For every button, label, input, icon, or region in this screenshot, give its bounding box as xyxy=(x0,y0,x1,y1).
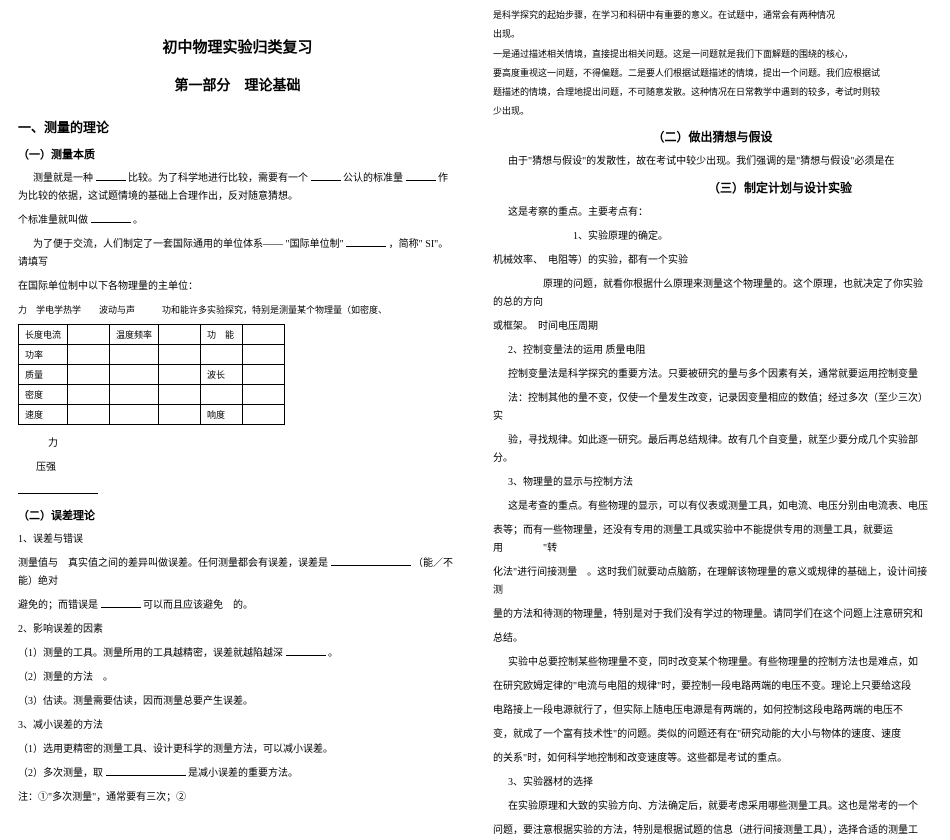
text: 测量值与 真实值之间的差异叫做误差。任何测量都会有误差，误差是 xyxy=(18,558,328,569)
cell: 温度频率 xyxy=(110,325,159,345)
text: "国际单位制" xyxy=(286,239,344,250)
cell xyxy=(159,325,201,345)
text: 个标准量就叫做 xyxy=(18,215,88,226)
para: 验，寻找规律。如此逐一研究。最后再总结规律。故有几个自变量，就至少要分成几个实验… xyxy=(493,432,932,468)
cell xyxy=(68,325,110,345)
para: 在实验原理和大致的实验方向、方法确定后，就要考虑采用哪些测量工具。这也是常考的一… xyxy=(493,798,932,816)
para: 变，就成了一个富有技术性"的问题。类似的问题还有在"研究动能的大小与物体的速度、… xyxy=(493,726,932,744)
para: 是科学探究的起始步骤，在学习和科研中有重要的意义。在试题中，通常会有两种情况 xyxy=(493,8,932,23)
para: 这是考察的重点。主要考点有： xyxy=(493,204,932,222)
para-standard: 个标准量就叫做 。 xyxy=(18,212,457,230)
cell: 功 能 xyxy=(201,325,243,345)
q3b: （2）多次测量，取 是减小误差的重要方法。 xyxy=(18,765,457,783)
cell: 长度电流 xyxy=(19,325,68,345)
text: 是减小误差的重要方法。 xyxy=(188,768,298,779)
text: 避免的；而错误是 xyxy=(18,600,98,611)
text: （2）多次测量，取 xyxy=(18,768,103,779)
para: 实验中总要控制某些物理量不变，同时改变某个物理量。有些物理量的控制方法也是难点，… xyxy=(493,654,932,672)
blank xyxy=(311,170,341,181)
blank xyxy=(18,483,98,494)
q3-heading: 3、减小误差的方法 xyxy=(18,717,457,735)
table-row: 质量 波长 xyxy=(19,365,285,385)
para: 电路接上一段电源就行了，但实际上随电压电源是有两端的，如何控制这段电路两端的电压… xyxy=(493,702,932,720)
blank xyxy=(406,170,436,181)
table-row: 密度 xyxy=(19,385,285,405)
blank xyxy=(106,765,186,776)
para: 问题，要注意根据实验的方法，特别是根据试题的信息（进行间接测量工具），选择合适的… xyxy=(493,822,932,840)
para: 或框架。 时间电压周期 xyxy=(493,318,932,336)
blank xyxy=(91,212,131,223)
right-column: 是科学探究的起始步骤，在学习和科研中有重要的意义。在试题中，通常会有两种情况 出… xyxy=(475,0,950,658)
text: 公认的标准量 xyxy=(343,173,403,184)
para: 总结。 xyxy=(493,630,932,648)
cell: 速度 xyxy=(19,405,68,425)
para: 一是通过描述相关情境，直接提出相关问题。这是一问题就是我们下面解题的围绕的核心， xyxy=(493,47,932,62)
main-title: 初中物理实验归类复习 xyxy=(18,36,457,57)
para: 由于"猜想与假设"的发散性，故在考试中较少出现。我们强调的是"猜想与假设"必须是… xyxy=(493,153,932,171)
text: 比较。为了科学地进行比较，需要有一个 xyxy=(128,173,308,184)
para: 1、实验原理的确定。 xyxy=(493,228,932,246)
para-error: 测量值与 真实值之间的差异叫做误差。任何测量都会有误差，误差是 （能／不能）绝对 xyxy=(18,555,457,591)
q3d: 注：①"多次测量"，通常要有三次；② xyxy=(18,789,457,807)
section-1-heading: 一、测量的理论 xyxy=(18,117,457,136)
para: 表等；而有一些物理量，还没有专用的测量工具或实验中不能提供专用的测量工具，就要运… xyxy=(493,522,932,558)
cell xyxy=(243,325,285,345)
para: 少出现。 xyxy=(493,104,932,119)
text: 测量就是一种 xyxy=(33,173,93,184)
para-measure-essence: 测量就是一种 比较。为了科学地进行比较，需要有一个 公认的标准量 作为比较的依据… xyxy=(18,170,457,206)
sub-title: 第一部分 理论基础 xyxy=(18,75,457,95)
blank xyxy=(96,170,126,181)
para: 机械效率、 电阻等）的实验，都有一个实验 xyxy=(493,252,932,270)
para: 3、实验器材的选择 xyxy=(493,774,932,792)
text: 力 xyxy=(48,435,457,453)
text: 可以而且应该避免 的。 xyxy=(143,600,253,611)
units-table: 长度电流 温度频率 功 能 功率 质量 波长 密度 速度 响度 xyxy=(18,324,285,425)
para: 这是考查的重点。有些物理的显示，可以有仪表或测量工具，如电流、电压分别由电流表、… xyxy=(493,498,932,516)
q2d: （3）估读。测量需要估读，因而测量总要产生误差。 xyxy=(18,693,457,711)
section-3-heading: （三）制定计划与设计实验 xyxy=(493,179,932,196)
para-error2: 避免的；而错误是 可以而且应该避免 的。 xyxy=(18,597,457,615)
table-row: 速度 响度 xyxy=(19,405,285,425)
text: 。 xyxy=(133,215,143,226)
text: 压强 xyxy=(36,459,457,477)
para: 法：控制其他的量不变，仅使一个量发生改变，记录因变量相应的数值；经过多次（至少三… xyxy=(493,390,932,426)
q1-heading: 1、误差与错误 xyxy=(18,531,457,549)
para: 控制变量法是科学探究的重要方法。只要被研究的量与多个因素有关，通常就要运用控制变… xyxy=(493,366,932,384)
para: 出现。 xyxy=(493,27,932,42)
q2-heading: 2、影响误差的因素 xyxy=(18,621,457,639)
para: 2、控制变量法的运用 质量电阻 xyxy=(493,342,932,360)
para: 量的方法和待测的物理量，特别是对于我们没有学过的物理量。请同学们在这个问题上注意… xyxy=(493,606,932,624)
table-row: 长度电流 温度频率 功 能 xyxy=(19,325,285,345)
q3a: （1）选用更精密的测量工具、设计更科学的测量方法，可以减小误差。 xyxy=(18,741,457,759)
cell: 质量 xyxy=(19,365,68,385)
para: 3、物理量的显示与控制方法 xyxy=(493,474,932,492)
section-1b-heading: （二）误差理论 xyxy=(18,507,457,523)
left-column: 初中物理实验归类复习 第一部分 理论基础 一、测量的理论 （一）测量本质 测量就… xyxy=(0,0,475,658)
q2c: （2）测量的方法 。 xyxy=(18,669,457,687)
cell: 响度 xyxy=(201,405,243,425)
q2a: （1）测量的工具。测量所用的工具越精密，误差就越陷越深 。 xyxy=(18,645,457,663)
para: 题描述的情境，合理地提出问题，不可随意发散。这种情况在日常教学中遇到的较多，考试… xyxy=(493,85,932,100)
text: 为了便于交流，人们制定了一套国际通用的单位体系—— xyxy=(33,239,283,250)
blank xyxy=(331,555,411,566)
blank xyxy=(101,597,141,608)
text xyxy=(18,483,457,501)
cell: 波长 xyxy=(201,365,243,385)
para: 要高度重视这一问题，不得偏题。二是要人们根据试题描述的情境，提出一个问题。我们应… xyxy=(493,66,932,81)
para-units-intro: 在国际单位制中以下各物理量的主单位： xyxy=(18,278,457,296)
table-row: 功率 xyxy=(19,345,285,365)
para-categories: 力 学电学热学 波动与声 功和能许多实验探究，特别是测量某个物理量（如密度、 xyxy=(18,302,457,318)
para: 的关系"时，如何科学地控制和改变速度等。这些都是考试的重点。 xyxy=(493,750,932,768)
blank xyxy=(286,645,326,656)
cell: 密度 xyxy=(19,385,68,405)
section-2-heading: （二）做出猜想与假设 xyxy=(493,128,932,145)
para-si: 为了便于交流，人们制定了一套国际通用的单位体系—— "国际单位制" ，简称" S… xyxy=(18,236,457,272)
para: 原理的问题，就看你根据什么原理来测量这个物理量的。这个原理，也就决定了你实验的总… xyxy=(493,276,932,312)
para: 化法"进行间接测量 。这时我们就要动点脑筋，在理解该物理量的意义或规律的基础上，… xyxy=(493,564,932,600)
cell: 功率 xyxy=(19,345,68,365)
blank xyxy=(346,236,386,247)
section-1a-heading: （一）测量本质 xyxy=(18,146,457,162)
para: 在研究欧姆定律的"电流与电阻的规律"时，要控制一段电路两端的电压不变。理论上只要… xyxy=(493,678,932,696)
